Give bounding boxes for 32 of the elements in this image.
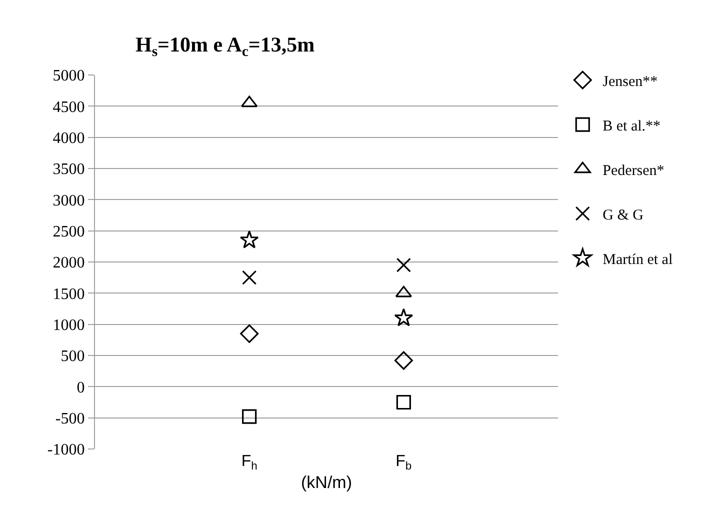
- chart-title: H$_{s}$=10m e A$_{c}$=13,5m: [135, 32, 316, 60]
- point: [242, 409, 257, 424]
- y-tick-label: 5000: [52, 68, 85, 85]
- y-tick-label: 3000: [52, 192, 85, 210]
- legend-label: Martín et al: [602, 252, 673, 268]
- y-tick-label: 3500: [52, 161, 85, 178]
- point: [242, 270, 257, 285]
- x-axis-title: (kN/m): [301, 472, 352, 492]
- y-tick-label: 1000: [52, 316, 85, 334]
- y-tick-label: -1000: [47, 442, 85, 459]
- legend-label: B et al.**: [602, 118, 661, 134]
- y-tick-label: 2000: [52, 254, 85, 272]
- y-tick-label: 500: [60, 348, 85, 366]
- y-tick-label: 0: [76, 379, 85, 396]
- y-tick-label: 2500: [52, 223, 85, 240]
- point: [396, 394, 411, 410]
- point: [396, 258, 411, 272]
- x-tick-label: F$_{h}$: [241, 453, 258, 472]
- point: [241, 96, 258, 108]
- point: [395, 286, 412, 298]
- legend-label: G & G: [602, 207, 644, 224]
- y-tick-label: 1500: [52, 286, 85, 303]
- legend-label: Jensen**: [602, 74, 658, 90]
- point: [394, 308, 414, 326]
- point: [240, 324, 259, 343]
- y-tick-label: 4000: [52, 130, 85, 147]
- x-tick-label: F$_{b}$: [396, 453, 412, 472]
- point: [240, 230, 259, 248]
- y-tick-label: -500: [55, 410, 85, 428]
- legend-label: Pedersen*: [602, 162, 664, 179]
- point: [394, 351, 413, 370]
- y-tick-label: 4500: [52, 98, 85, 116]
